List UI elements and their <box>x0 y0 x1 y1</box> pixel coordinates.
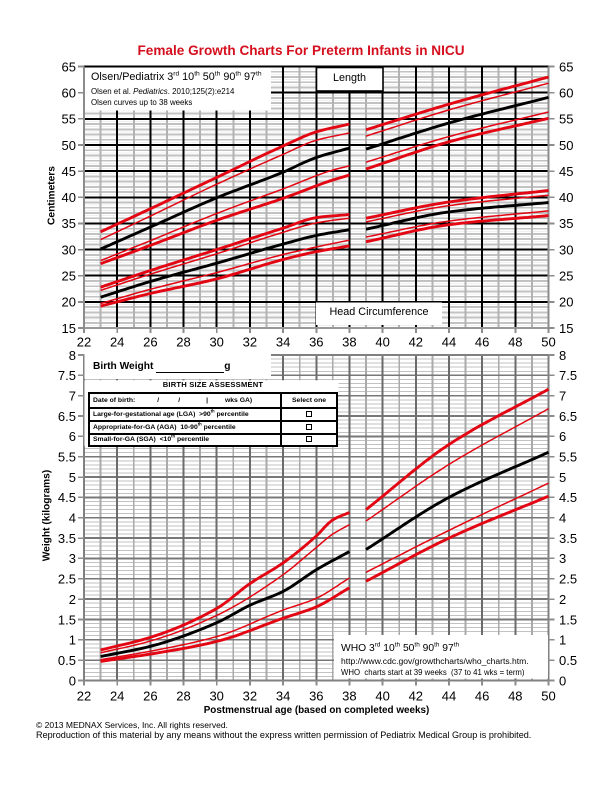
svg-text:60: 60 <box>559 86 573 101</box>
svg-text:7.5: 7.5 <box>559 368 577 383</box>
svg-text:35: 35 <box>62 216 76 231</box>
svg-text:6: 6 <box>559 429 566 444</box>
svg-text:40: 40 <box>62 190 76 205</box>
svg-text:28: 28 <box>176 689 190 704</box>
svg-text:8: 8 <box>559 348 566 363</box>
svg-text:15: 15 <box>62 321 76 336</box>
svg-text:36: 36 <box>309 689 323 704</box>
svg-text:26: 26 <box>143 335 157 350</box>
svg-text:42: 42 <box>409 689 423 704</box>
svg-text:35: 35 <box>559 216 573 231</box>
svg-text:4: 4 <box>559 511 566 526</box>
svg-text:4.5: 4.5 <box>58 490 76 505</box>
svg-text:4.5: 4.5 <box>559 490 577 505</box>
svg-text:1.5: 1.5 <box>58 612 76 627</box>
svg-text:1: 1 <box>69 633 76 648</box>
svg-text:55: 55 <box>559 112 573 127</box>
svg-text:20: 20 <box>62 295 76 310</box>
svg-text:55: 55 <box>62 112 76 127</box>
svg-text:48: 48 <box>508 335 522 350</box>
svg-text:1.5: 1.5 <box>559 612 577 627</box>
svg-text:45: 45 <box>62 164 76 179</box>
svg-text:20: 20 <box>559 295 573 310</box>
svg-text:0: 0 <box>559 673 566 688</box>
svg-text:44: 44 <box>442 335 456 350</box>
svg-text:24: 24 <box>110 689 124 704</box>
svg-text:2.5: 2.5 <box>559 572 577 587</box>
svg-text:6.5: 6.5 <box>559 409 577 424</box>
svg-text:50: 50 <box>541 689 555 704</box>
svg-text:7.5: 7.5 <box>58 368 76 383</box>
svg-text:50: 50 <box>559 138 573 153</box>
svg-text:1: 1 <box>559 633 566 648</box>
svg-text:32: 32 <box>243 335 257 350</box>
svg-text:3.5: 3.5 <box>58 531 76 546</box>
svg-text:48: 48 <box>508 689 522 704</box>
svg-text:22: 22 <box>77 689 91 704</box>
svg-text:7: 7 <box>69 389 76 404</box>
svg-text:42: 42 <box>409 335 423 350</box>
svg-text:5: 5 <box>559 470 566 485</box>
svg-text:38: 38 <box>342 689 356 704</box>
svg-text:30: 30 <box>62 242 76 257</box>
svg-text:60: 60 <box>62 86 76 101</box>
svg-text:7: 7 <box>559 389 566 404</box>
svg-text:32: 32 <box>243 689 257 704</box>
svg-text:25: 25 <box>62 269 76 284</box>
svg-text:45: 45 <box>559 164 573 179</box>
svg-text:3: 3 <box>69 551 76 566</box>
svg-text:22: 22 <box>77 335 91 350</box>
svg-text:6: 6 <box>69 429 76 444</box>
svg-text:3: 3 <box>559 551 566 566</box>
svg-text:40: 40 <box>375 689 389 704</box>
svg-text:36: 36 <box>309 335 323 350</box>
svg-text:2: 2 <box>559 592 566 607</box>
svg-text:38: 38 <box>342 335 356 350</box>
svg-text:65: 65 <box>62 59 76 74</box>
svg-text:34: 34 <box>276 335 290 350</box>
svg-text:5.5: 5.5 <box>58 450 76 465</box>
svg-text:40: 40 <box>559 190 573 205</box>
svg-text:5.5: 5.5 <box>559 450 577 465</box>
svg-text:0.5: 0.5 <box>559 653 577 668</box>
svg-text:46: 46 <box>475 335 489 350</box>
svg-text:5: 5 <box>69 470 76 485</box>
svg-text:30: 30 <box>559 242 573 257</box>
svg-text:24: 24 <box>110 335 124 350</box>
svg-text:2.5: 2.5 <box>58 572 76 587</box>
svg-text:46: 46 <box>475 689 489 704</box>
svg-text:65: 65 <box>559 59 573 74</box>
svg-text:28: 28 <box>176 335 190 350</box>
svg-text:3.5: 3.5 <box>559 531 577 546</box>
svg-text:30: 30 <box>209 689 223 704</box>
svg-text:44: 44 <box>442 689 456 704</box>
svg-text:2: 2 <box>69 592 76 607</box>
svg-text:30: 30 <box>209 335 223 350</box>
svg-text:40: 40 <box>375 335 389 350</box>
svg-text:50: 50 <box>62 138 76 153</box>
svg-text:26: 26 <box>143 689 157 704</box>
svg-text:34: 34 <box>276 689 290 704</box>
svg-text:6.5: 6.5 <box>58 409 76 424</box>
svg-text:0.5: 0.5 <box>58 653 76 668</box>
svg-text:8: 8 <box>69 348 76 363</box>
svg-text:4: 4 <box>69 511 76 526</box>
svg-text:50: 50 <box>541 335 555 350</box>
svg-text:25: 25 <box>559 269 573 284</box>
svg-text:0: 0 <box>69 673 76 688</box>
svg-text:15: 15 <box>559 321 573 336</box>
